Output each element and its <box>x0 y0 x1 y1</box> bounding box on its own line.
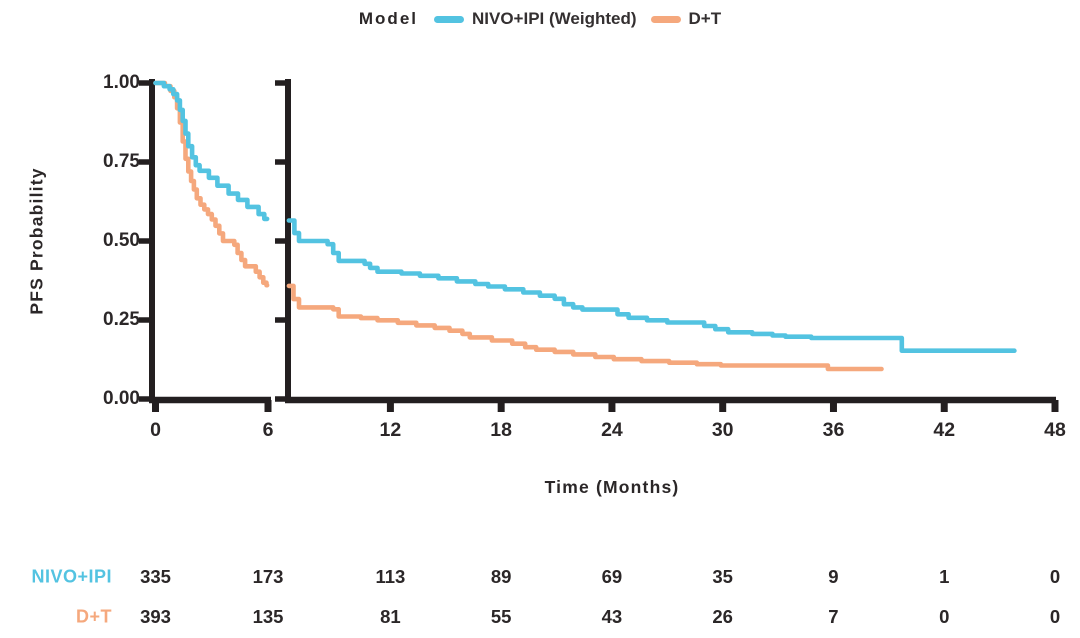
x-tick-label: 42 <box>933 419 956 441</box>
risk-count: 113 <box>375 566 406 587</box>
legend-swatch-icon <box>434 15 464 23</box>
risk-count: 26 <box>712 606 733 627</box>
legend-label: D+T <box>688 9 722 28</box>
risk-count: 0 <box>1049 606 1061 627</box>
risk-row-label-nivo-ipi: NIVO+IPI <box>31 566 112 587</box>
risk-count: 9 <box>828 566 839 587</box>
x-tick-label: 36 <box>822 419 845 441</box>
legend-label: NIVO+IPI (Weighted) <box>472 9 637 28</box>
risk-count: 393 <box>140 606 171 627</box>
y-tick-label: 0.75 <box>103 151 140 172</box>
risk-count: 135 <box>252 606 284 627</box>
y-axis-title: PFS Probability <box>26 167 47 315</box>
curve-nivo-ipi-weighted-left-panel <box>153 80 270 222</box>
risk-count: 0 <box>939 606 950 627</box>
legend-title: Model <box>358 9 418 28</box>
risk-count: 173 <box>252 566 284 587</box>
x-tick-label: 0 <box>150 419 161 441</box>
risk-count: 81 <box>380 606 401 627</box>
curve-d-t-left-panel <box>153 80 270 288</box>
x-tick-label: 12 <box>379 419 402 441</box>
legend-entry-d-t: D+T <box>650 9 722 29</box>
x-tick-label: 24 <box>601 419 623 441</box>
y-tick-label: 1.00 <box>103 72 140 93</box>
x-tick-label: 18 <box>490 419 513 441</box>
x-tick-label: 30 <box>711 419 734 441</box>
curve-nivo-ipi-weighted-right-panel <box>286 218 1017 353</box>
y-tick-label: 0.25 <box>103 309 140 330</box>
legend-swatch-icon <box>650 15 681 23</box>
risk-count: 7 <box>828 606 839 627</box>
x-axis-title: Time (Months) <box>544 477 680 497</box>
x-tick-label: 48 <box>1044 419 1066 441</box>
risk-count: 0 <box>1049 566 1061 587</box>
legend-entries: NIVO+IPI (Weighted) D+T <box>434 9 721 29</box>
x-tick-label: 6 <box>262 419 274 441</box>
chart-legend: Model NIVO+IPI (Weighted) D+T <box>0 9 1080 29</box>
risk-count: 1 <box>939 566 950 587</box>
risk-count: 35 <box>712 566 733 587</box>
risk-row-label-d-t: D+T <box>75 606 112 627</box>
y-tick-label: 0.50 <box>103 230 140 251</box>
y-tick-label: 0.00 <box>103 388 140 409</box>
risk-count: 43 <box>601 606 623 627</box>
risk-count: 335 <box>140 566 171 587</box>
risk-count: 55 <box>490 606 512 627</box>
risk-count: 89 <box>490 566 512 587</box>
curve-d-t-right-panel <box>286 283 884 372</box>
risk-count: 69 <box>601 566 623 587</box>
legend-entry-nivo-ipi-weighted: NIVO+IPI (Weighted) <box>434 9 637 29</box>
